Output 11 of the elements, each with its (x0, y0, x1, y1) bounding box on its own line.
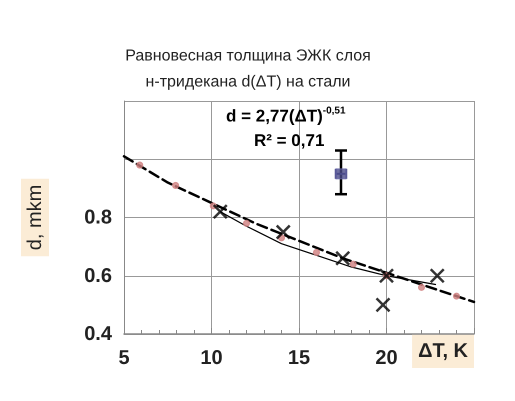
y-axis-title: d, mkm (24, 184, 46, 250)
y-tick-label: 0.8 (84, 206, 112, 228)
x-axis-title: ΔT, K (418, 340, 469, 362)
x-tick-label: 15 (288, 347, 310, 369)
annotation: R² = 0,71 (254, 131, 324, 150)
x-tick-label: 20 (375, 347, 398, 369)
y-tick-label: 0.6 (84, 264, 112, 287)
x-tick-label: 10 (200, 347, 223, 369)
x-tick-label: 5 (118, 347, 130, 369)
y-tick-label: 0.4 (84, 323, 113, 345)
chart-title: Равновесная толщина ЭЖК слоя н-тридекана d(ΔT) на стали (125, 48, 371, 90)
